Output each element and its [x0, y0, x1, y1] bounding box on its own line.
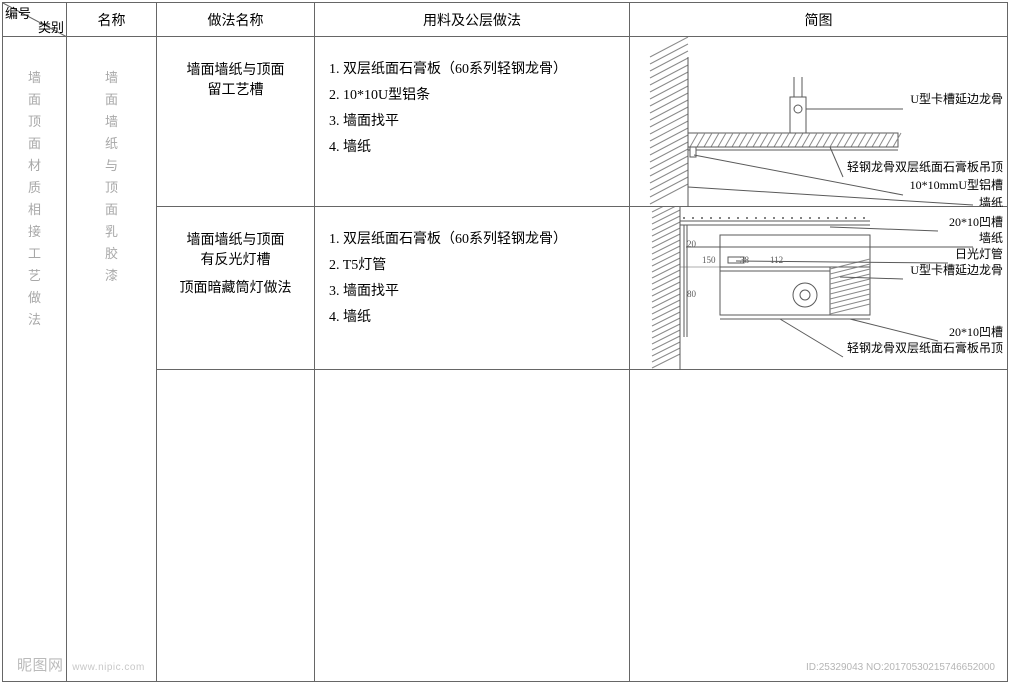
layers-0: 1. 双层纸面石膏板（60系列轻钢龙骨）2. 10*10U型铝条3. 墙面找平4… — [315, 37, 629, 207]
name-vertical-text: 墙面墙纸与顶面乳胶漆 — [67, 37, 156, 287]
layers-column: 1. 双层纸面石膏板（60系列轻钢龙骨）2. 10*10U型铝条3. 墙面找平4… — [315, 37, 630, 682]
diagram-1: 15020381128020*10凹槽墙纸日光灯管U型卡槽延边龙骨20*10凹槽… — [630, 207, 1007, 370]
method-name-1: 墙面墙纸与顶面有反光灯槽顶面暗藏筒灯做法 — [157, 207, 314, 370]
layers-1: 1. 双层纸面石膏板（60系列轻钢龙骨）2. T5灯管3. 墙面找平4. 墙纸 — [315, 207, 629, 370]
hdr-id: 编号 — [5, 3, 31, 22]
method-column: 墙面墙纸与顶面留工艺槽 墙面墙纸与顶面有反光灯槽顶面暗藏筒灯做法 — [157, 37, 315, 682]
watermark-left-sub: www.nipic.com — [72, 662, 145, 673]
hdr-name: 名称 — [67, 3, 157, 36]
hdr-method: 做法名称 — [157, 3, 315, 36]
watermark-right: ID:25329043 NO:20170530215746652000 — [806, 662, 995, 673]
hdr-diagram: 简图 — [630, 3, 1007, 36]
diagram-column: U型卡槽延边龙骨轻钢龙骨双层纸面石膏板吊顶10*10mmU型铝槽墙纸 15020… — [630, 37, 1007, 682]
table-body: 墙面顶面材质相接工艺做法 墙面墙纸与顶面乳胶漆 墙面墙纸与顶面留工艺槽 墙面墙纸… — [3, 37, 1007, 682]
method-name-0: 墙面墙纸与顶面留工艺槽 — [157, 37, 314, 207]
hdr-layers: 用料及公层做法 — [315, 3, 630, 36]
category-vertical-text: 墙面顶面材质相接工艺做法 — [3, 37, 66, 331]
name-cell: 墙面墙纸与顶面乳胶漆 — [67, 37, 157, 682]
hdr-category: 类别 — [38, 17, 64, 36]
table-header: 编号 类别 名称 做法名称 用料及公层做法 简图 — [3, 3, 1007, 37]
category-cell: 墙面顶面材质相接工艺做法 — [3, 37, 67, 682]
svg-text:38: 38 — [740, 255, 750, 265]
svg-text:112: 112 — [770, 255, 783, 265]
svg-text:80: 80 — [687, 289, 697, 299]
svg-text:150: 150 — [702, 255, 716, 265]
spec-table: 编号 类别 名称 做法名称 用料及公层做法 简图 墙面顶面材质相接工艺做法 墙面… — [2, 2, 1008, 682]
watermark-left-main: 昵图网 — [17, 657, 64, 674]
diagram-0: U型卡槽延边龙骨轻钢龙骨双层纸面石膏板吊顶10*10mmU型铝槽墙纸 — [630, 37, 1007, 207]
hdr-id-category: 编号 类别 — [3, 3, 67, 36]
watermark-left: 昵图网 www.nipic.com — [17, 654, 145, 675]
